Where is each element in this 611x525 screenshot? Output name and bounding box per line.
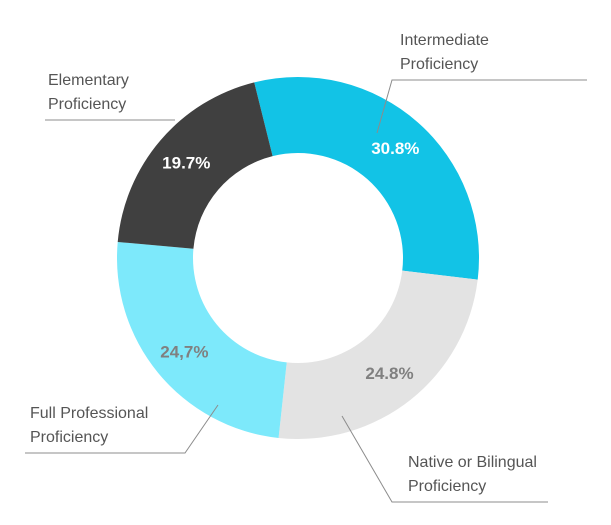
category-label-native-line-2: Proficiency [408, 478, 486, 495]
slice-value-label-full: 24,7% [160, 342, 208, 361]
donut-slice-intermediate [254, 77, 479, 280]
slice-value-label-elementary: 19.7% [162, 153, 210, 172]
leader-line-full [25, 404, 219, 454]
leader-lines [25, 79, 587, 503]
category-label-full-line-2: Proficiency [30, 429, 108, 446]
donut-slice-elementary [117, 82, 273, 249]
donut-slice-native [278, 270, 478, 439]
slice-value-labels: 30.8% 24.8% 24,7% 19.7% [160, 139, 419, 383]
category-labels: Intermediate Proficiency Elementary Prof… [30, 32, 541, 495]
category-label-elementary: Elementary Proficiency [48, 72, 133, 113]
leader-line-native [341, 415, 548, 503]
category-label-native-line-1: Native or Bilingual [408, 454, 537, 471]
category-label-elementary-line-2: Proficiency [48, 96, 126, 113]
slice-value-label-intermediate: 30.8% [371, 139, 419, 158]
category-label-full: Full Professional Proficiency [30, 405, 153, 446]
category-label-full-line-1: Full Professional [30, 405, 148, 422]
category-label-intermediate-line-2: Proficiency [400, 56, 478, 73]
category-label-intermediate-line-1: Intermediate [400, 32, 489, 49]
leader-line-intermediate [376, 79, 587, 134]
category-label-intermediate: Intermediate Proficiency [400, 32, 493, 73]
donut-slices [117, 77, 479, 439]
donut-slice-full [117, 241, 287, 438]
slice-value-label-native: 24.8% [365, 364, 413, 383]
category-label-native: Native or Bilingual Proficiency [408, 454, 541, 495]
category-label-elementary-line-1: Elementary [48, 72, 129, 89]
